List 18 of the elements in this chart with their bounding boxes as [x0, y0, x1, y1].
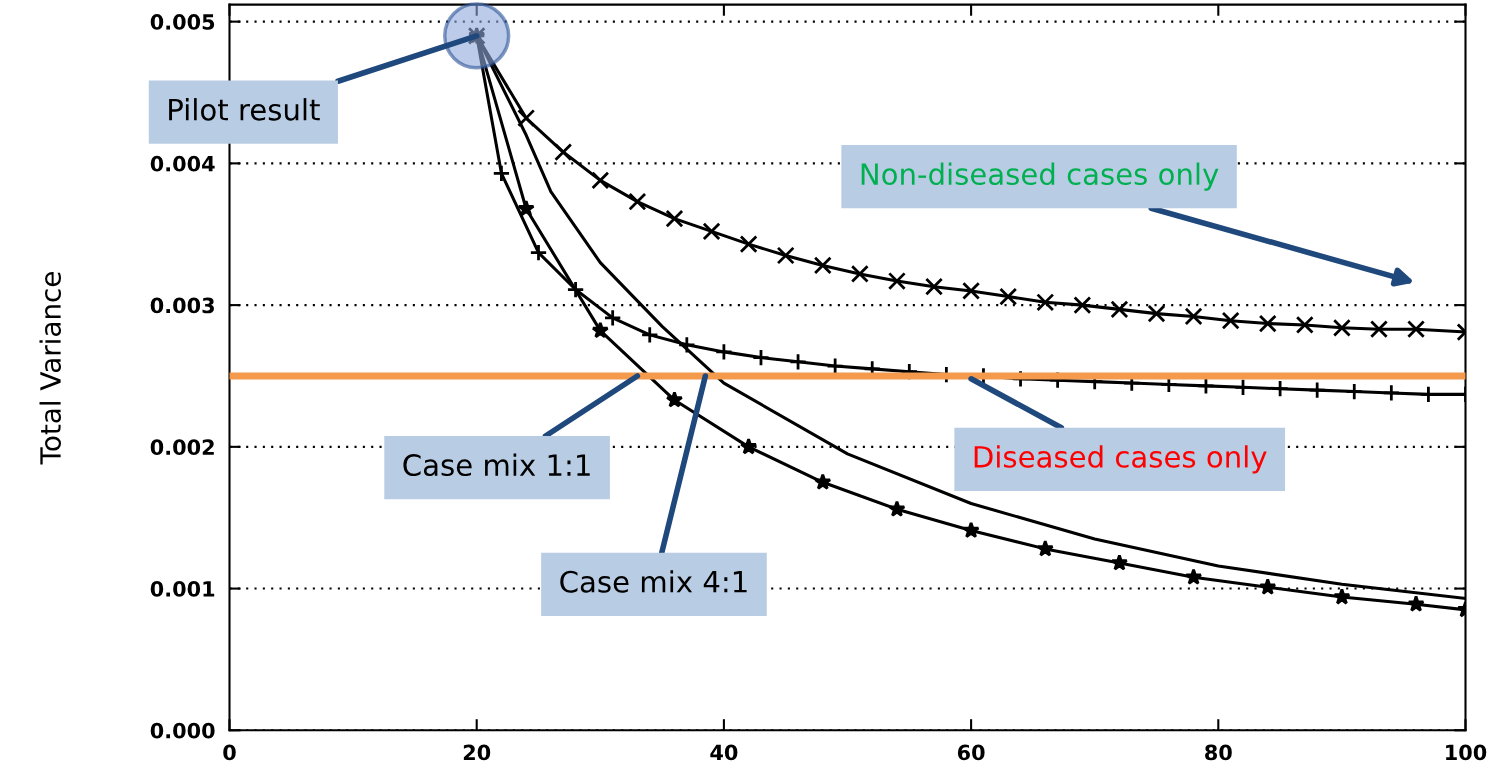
annotation: Case mix 1:1	[403, 453, 590, 477]
y-axis-title: Total Variance	[39, 272, 61, 465]
y-tick-label: 0.000	[150, 722, 215, 739]
x-tick-label: 0	[223, 744, 236, 761]
annotation: Non-diseased cases only	[861, 162, 1219, 191]
annotation: Diseased cases only	[974, 445, 1267, 474]
annotation: Pilot result	[169, 98, 320, 121]
y-tick-label: 0.002	[150, 439, 214, 456]
y-tick-label: 0.003	[150, 297, 214, 314]
x-tick-label: 40	[710, 744, 738, 761]
x-tick-label: 20	[463, 744, 491, 761]
x-tick-label: 60	[957, 744, 985, 761]
annotation: Case mix 4:1	[560, 570, 747, 593]
y-tick-label: 0.004	[150, 155, 215, 172]
y-tick-label: 0.001	[150, 581, 215, 597]
y-tick-label: 0.005	[150, 14, 215, 30]
x-tick-label: 80	[1205, 744, 1232, 761]
x-tick-label: 100	[1446, 744, 1487, 761]
